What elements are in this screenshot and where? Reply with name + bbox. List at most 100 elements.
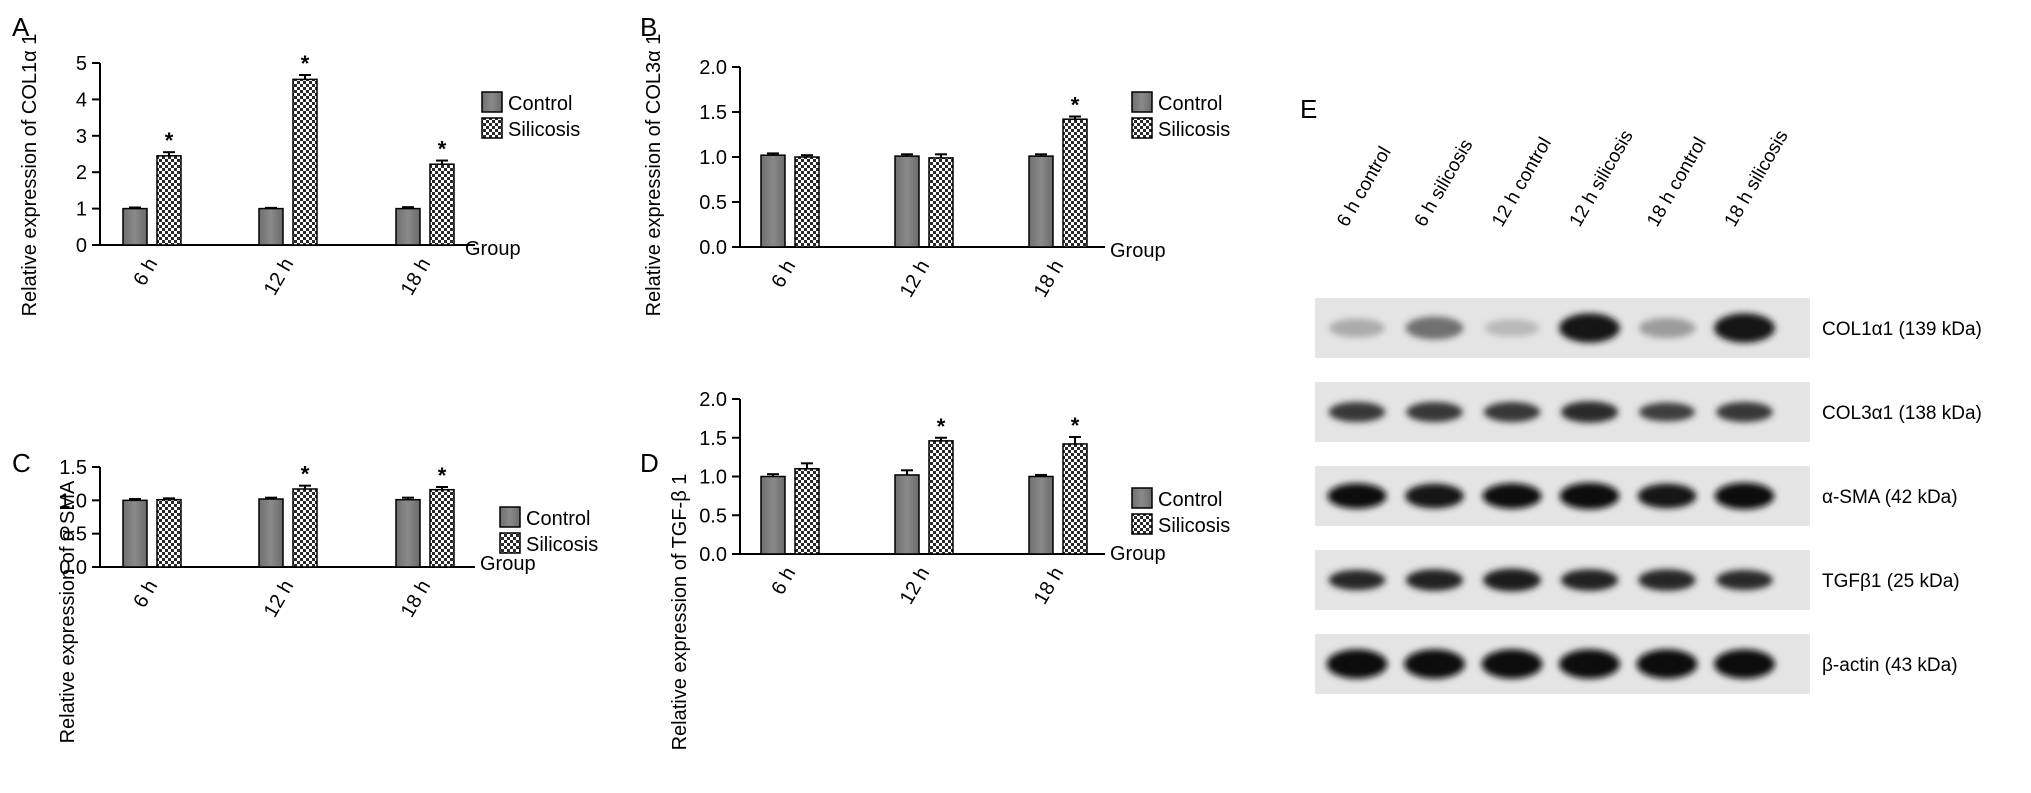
bar-silicosis [156, 498, 182, 568]
y-tick-label: 1.5 [59, 457, 87, 479]
y-tick-label: 1.0 [699, 147, 727, 169]
blot-band [1328, 401, 1386, 423]
bar-silicosis [928, 157, 954, 248]
legend-label: Silicosis [508, 119, 580, 141]
panel-d: D Relative expression of TGF-β 1 0.0 0.5 1… [640, 389, 1230, 750]
y-tick-label: 3 [76, 126, 87, 148]
legend-swatch-silicosis [1131, 513, 1153, 535]
x-axis-label: Group [480, 553, 536, 575]
y-tick-label: 0.5 [699, 192, 727, 214]
blot-row-label: COL3α1 (138 kDa) [1822, 403, 1982, 424]
blot-band [1481, 649, 1543, 679]
lane-label: 6 h control [1333, 143, 1396, 230]
bar-control [1028, 155, 1054, 248]
bar-control [1028, 475, 1054, 555]
legend: Control Silicosis [1131, 487, 1230, 537]
blot-band [1405, 569, 1464, 591]
panel-b: B Relative expression of COL3α 1 0.0 0.5 1… [640, 12, 1230, 316]
legend-swatch-control [1131, 487, 1153, 509]
panel-label: C [12, 448, 31, 478]
bar-silicosis [156, 155, 182, 246]
bar-silicosis [429, 488, 455, 568]
x-tick-label: 18 h [1030, 257, 1069, 302]
significance-marker: * [1071, 413, 1080, 438]
bar-control [122, 499, 148, 568]
plot-area: 0.0 0.5 1.0 1.5 2.0 Group 6 h 12 h * 18 h [699, 57, 1165, 301]
y-tick-label: 0.5 [59, 524, 87, 546]
legend-label: Control [1158, 93, 1222, 115]
blot-band [1405, 316, 1464, 340]
panel-label: D [640, 448, 659, 478]
panel-c: C Relative expression of α SMA 0.0 0.5 1.0… [12, 448, 598, 743]
blot-row-label: α-SMA (42 kDa) [1822, 487, 1958, 508]
blot-band [1559, 649, 1620, 679]
x-tick-label: 6 h [129, 255, 162, 290]
bar-control [760, 154, 786, 248]
plot-area: 0.0 0.5 1.0 1.5 2.0 Group 6 h * 12 h * 18 h [699, 389, 1165, 608]
plot-area: 0.0 0.5 1.0 1.5 Group 6 h * 12 h * 18 h [59, 457, 535, 621]
y-tick-label: 1.5 [699, 428, 727, 450]
blot-band [1328, 569, 1386, 591]
x-tick-label: 12 h [260, 255, 299, 300]
y-tick-label: 0.0 [699, 237, 727, 259]
lane-labels: 6 h control 6 h silicosis 12 h control 12 h… [1333, 127, 1793, 231]
y-axis-label: Relative expression of COL1α 1 [19, 34, 41, 317]
legend-label: Control [526, 508, 590, 530]
y-axis-label: Relative expression of COL3α 1 [643, 34, 665, 317]
blot-band [1326, 649, 1388, 679]
blot-row-label: β-actin (43 kDa) [1822, 655, 1958, 676]
blot-row: TGFβ1 (25 kDa) [1315, 550, 1960, 610]
plot-area: 0 1 2 3 4 5 Group * 6 h * 12 h * 18 h [76, 51, 521, 299]
y-axis-label: Relative expression of TGF-β 1 [669, 474, 691, 751]
y-tick-label: 0.0 [59, 557, 87, 579]
bar-silicosis [292, 488, 318, 568]
panel-label: E [1300, 94, 1317, 124]
blot-row: α-SMA (42 kDa) [1315, 466, 1958, 526]
lane-label: 18 h control [1643, 134, 1711, 230]
legend-swatch-control [481, 91, 503, 113]
y-tick-label: 1.0 [699, 467, 727, 489]
significance-marker: * [937, 414, 946, 439]
x-axis-label: Group [1110, 240, 1166, 262]
x-tick-label: 18 h [397, 577, 436, 622]
legend-swatch-control [1131, 91, 1153, 113]
blot-band [1560, 401, 1619, 423]
y-tick-label: 2 [76, 162, 87, 184]
bar-control [122, 207, 148, 246]
blot-band [1714, 313, 1775, 343]
lane-label: 18 h silicosis [1721, 127, 1793, 231]
blot-band [1637, 483, 1697, 509]
bar-control [258, 207, 284, 246]
blot-band [1636, 649, 1698, 679]
blot-row: COL1α1 (139 kDa) [1315, 298, 1982, 358]
legend-swatch-control [499, 506, 521, 528]
bar-silicosis [1062, 443, 1088, 555]
blot-row: β-actin (43 kDa) [1315, 634, 1958, 694]
significance-marker: * [1071, 93, 1080, 118]
y-tick-label: 2.0 [699, 389, 727, 411]
significance-marker: * [438, 463, 447, 488]
blot-band [1405, 483, 1464, 509]
blot-row-label: TGFβ1 (25 kDa) [1822, 571, 1960, 592]
bar-control [395, 498, 421, 568]
panel-label: A [12, 12, 30, 42]
significance-marker: * [438, 137, 447, 162]
blot-band [1716, 401, 1773, 423]
y-tick-label: 2.0 [699, 57, 727, 79]
y-tick-label: 1.0 [59, 490, 87, 512]
y-tick-label: 1 [76, 199, 87, 221]
bar-silicosis [794, 156, 820, 248]
x-tick-label: 18 h [1030, 564, 1069, 609]
blot-band [1559, 482, 1620, 510]
bar-control [395, 207, 421, 246]
legend: Control Silicosis [481, 91, 580, 141]
legend-label: Control [508, 93, 572, 115]
blot-band [1483, 568, 1541, 592]
x-tick-label: 6 h [767, 257, 800, 292]
significance-marker: * [165, 128, 174, 153]
blot-row: COL3α1 (138 kDa) [1315, 382, 1982, 442]
blot-band [1714, 649, 1775, 679]
blot-band [1482, 483, 1542, 509]
legend-label: Silicosis [1158, 515, 1230, 537]
